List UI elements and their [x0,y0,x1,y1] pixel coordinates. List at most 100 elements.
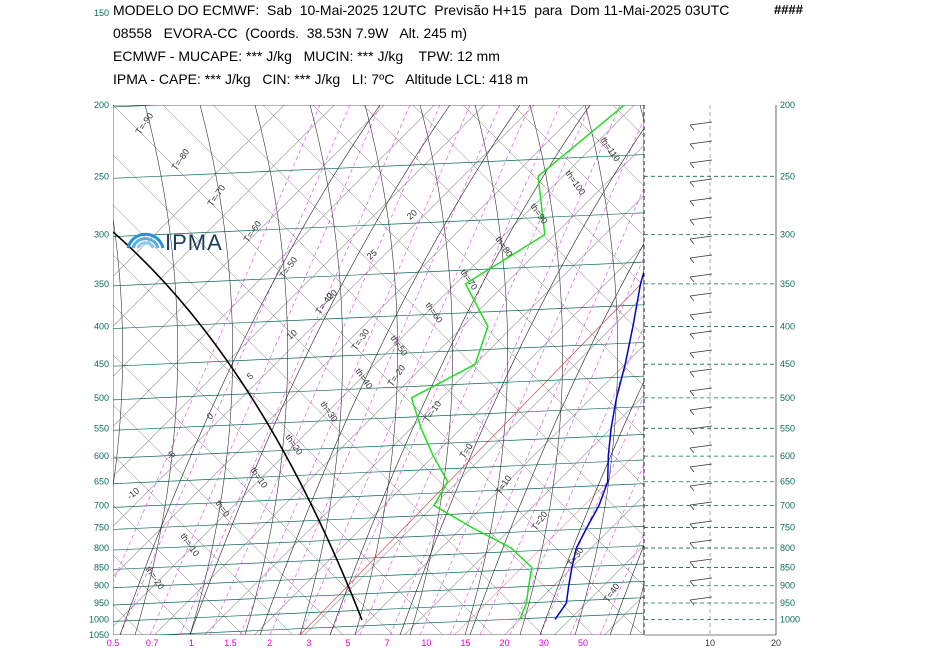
isobar-line [113,406,644,431]
mixing-ratio-line [119,105,351,635]
header-line-1: MODELO DO ECMWF: Sab 10-Mai-2025 12UTC P… [113,2,730,18]
wind-barb-flag [689,542,695,549]
pressure-label-left: 950 [94,598,109,608]
cross-grid-line [462,105,644,287]
pressure-label-right: 800 [780,543,795,553]
pressure-label-left: 1050 [89,630,109,640]
isotherm-line [554,545,644,635]
isotherm-line [113,105,485,477]
pressure-label-right: 750 [780,522,795,532]
pressure-label-right: 300 [780,230,795,240]
ipma-logo-text: IPMA [165,230,223,255]
isobar-line [113,580,644,606]
ipma-logo-arc-outer [126,232,165,249]
pressure-label-right: 950 [780,598,795,608]
wind-barb [689,558,713,563]
pressure-label-right: 900 [780,581,795,591]
cross-grid-line [312,105,644,437]
wind-barb [689,387,713,392]
moist-adiabat-label: 20 [325,287,339,301]
wind-barb-flag [689,466,695,473]
wind-barb [689,216,713,221]
moist-adiabat-curve [259,105,521,635]
moist-adiabat-label: 5 [245,371,255,382]
mixing-ratio-tick-label: 5 [345,638,350,648]
pressure-label-right: 400 [780,322,795,332]
wind-barb [689,235,713,240]
pressure-label-right: 550 [780,423,795,433]
wind-barb [689,520,713,525]
isotherm-label: T=-20 [385,363,407,388]
wind-barb [689,197,713,202]
wind-barb [689,406,713,411]
dewpoint-profile-line [410,105,625,620]
cross-grid-line [262,105,644,487]
ipma-logo: IPMA [126,230,223,255]
mixing-ratio-tick-label: 1.5 [224,638,237,648]
pressure-label-right: 1000 [780,614,800,624]
wind-barb [689,425,713,430]
mixing-ratio-line [449,187,644,635]
mixing-ratio-line [479,256,644,635]
wind-barb [689,444,713,449]
isobar-line [113,525,644,551]
pressure-label-left: 550 [94,423,109,433]
dry-adiabat-label: th=50 [388,333,409,357]
isotherm-label: T=-10 [421,399,443,424]
wind-barb [689,311,713,316]
pressure-label-right: 600 [780,451,795,461]
mixing-ratio-tick-label: 3 [306,638,311,648]
parcel-curve [113,231,363,621]
pressure-label-right: 700 [780,500,795,510]
mixing-ratio-tick-label: 20 [500,638,510,648]
wind-barb-flag [689,238,695,245]
cross-grid-line [113,604,144,635]
wind-barb-flag [689,124,695,131]
cross-grid-line [362,105,644,387]
wind-barb-flag [689,162,695,169]
wind-barb-flag [689,314,695,321]
wind-barb-flag [689,447,695,454]
dry-adiabat-curve [519,105,563,635]
wind-barb-flag [689,143,695,150]
cross-grid-line [113,254,494,635]
mixing-ratio-line [299,105,531,635]
wind-barb-flag [689,561,695,568]
mixing-ratio-line [269,105,501,635]
cross-grid-line [113,304,444,635]
wind-barb-flag [689,580,695,587]
wind-barb [689,159,713,164]
temperature-profile-line [554,269,644,620]
header-line-2: 08558 EVORA-CC (Coords. 38.53N 7.9W Alt.… [113,25,468,41]
wind-axis-tick-label: 20 [771,638,781,648]
wind-barb [689,121,713,126]
wind-barb [689,140,713,145]
pressure-label-right: 350 [780,279,795,289]
isobar-line [149,612,644,635]
mixing-ratio-line [113,105,321,583]
cross-grid-line [113,454,294,635]
isobar-line [113,375,644,401]
cross-grid-line [612,105,644,137]
mixing-ratio-line [329,105,561,635]
dry-adiabat-curve [189,105,233,635]
pressure-label-left: 200 [94,100,109,110]
wind-barb [689,539,713,544]
pressure-label-left: 900 [94,581,109,591]
pressure-label-left: 800 [94,543,109,553]
mixing-ratio-line [419,118,644,635]
mixing-ratio-line [179,105,411,635]
wind-barb-flag [689,200,695,207]
dry-adiabat-curve [244,105,288,635]
wind-barb-flag [689,295,695,302]
wind-barb-flag [689,371,695,378]
cross-grid-line [113,404,344,635]
cross-grid-line [113,354,394,635]
pressure-label-left: 700 [94,500,109,510]
ipma-logo-arc-inner [136,241,155,249]
mixing-ratio-tick-label: 15 [460,638,470,648]
isobar-line [113,483,644,508]
isotherm-line [113,105,285,277]
mixing-ratio-line [599,532,644,635]
header-line-4: IPMA - CAPE: *** J/kg CIN: *** J/kg LI: … [113,71,529,87]
